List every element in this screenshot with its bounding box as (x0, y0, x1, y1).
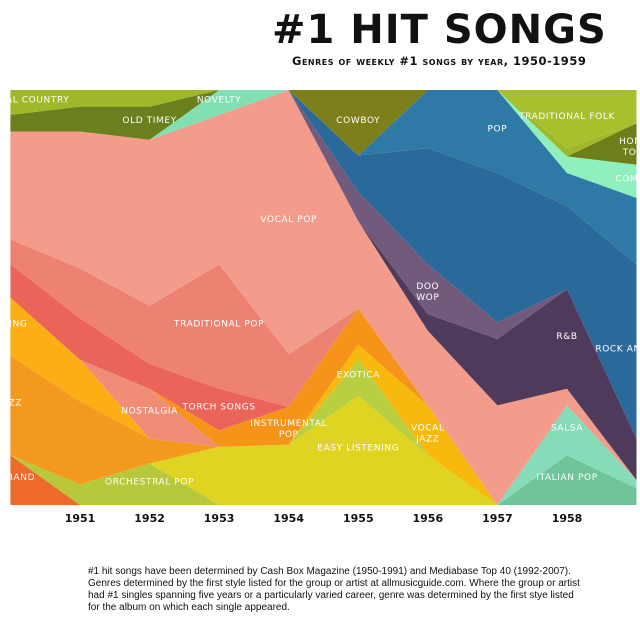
area-traditional-country (10, 90, 637, 157)
area-nostalgia (10, 297, 637, 505)
series-label: ITALIAN POP (536, 473, 598, 483)
chart-subtitle: Genres of weekly #1 songs by year, 1950-… (292, 54, 587, 68)
series-label: TORCH SONGS (182, 403, 256, 413)
area-old-timey (10, 90, 637, 157)
x-axis-ticks: 1951 1952 1953 1954 1955 1956 1957 1958 (65, 512, 583, 525)
series-label: OLD TIMEY (122, 116, 176, 126)
series-label: JAZZ (0, 398, 22, 408)
series-label: TRADITIONAL COUNTRY (0, 95, 69, 105)
series-label: ORCHESTRAL POP (105, 477, 194, 487)
series-label: HONKY (619, 137, 640, 147)
series-label: TRADITIONAL POP (173, 320, 264, 330)
series-label: WOP (416, 293, 439, 303)
area-italian-pop (10, 395, 637, 505)
area-big-band (10, 455, 637, 505)
series-label: ROCK AND ROLL (595, 344, 640, 354)
x-tick-label: 1956 (412, 512, 443, 525)
area-layers (10, 90, 637, 505)
x-tick-label: 1953 (204, 512, 235, 525)
series-label: NOVELTY (197, 95, 241, 105)
chart-title: #1 HIT SONGS (272, 7, 607, 53)
x-tick-label: 1952 (134, 512, 165, 525)
x-tick-label: 1957 (482, 512, 513, 525)
area-pop (10, 90, 637, 265)
area-cowboy (10, 90, 637, 157)
series-label: DOO (416, 282, 439, 292)
series-label: INSTRUMENTAL (250, 419, 327, 429)
series-label: R&B (556, 332, 577, 342)
footnote: #1 hit songs have been determined by Cas… (88, 566, 580, 613)
series-label: TRADITIONAL FOLK (518, 112, 615, 122)
series-label: NOSTALGIA (121, 407, 178, 417)
series-label: TONK (622, 148, 640, 158)
area-traditional-pop (10, 239, 637, 505)
series-label: VOCAL POP (260, 215, 317, 225)
stacked-area-chart: OLD TIMEY NOVELTY TRADITIONAL COUNTRY TRADI… (0, 90, 640, 525)
area-easy-listening (10, 395, 637, 505)
x-tick-label: 1958 (552, 512, 583, 525)
series-label: COWBOY (336, 116, 380, 126)
x-tick-label: 1955 (343, 512, 374, 525)
area-traditional-folk (10, 90, 637, 149)
series-label: EASY LISTENING (317, 443, 399, 453)
series-label: COMEDY (615, 174, 640, 184)
x-tick-label: 1951 (65, 512, 96, 525)
series-label: SALSA (551, 423, 583, 433)
series-label: JAZZ (415, 434, 439, 444)
area-vocal-pop (10, 90, 637, 505)
series-label: VOCAL (411, 423, 445, 433)
area-rock-and-roll (10, 90, 637, 439)
series-label: SWING (0, 320, 27, 330)
series-label: POP (279, 430, 299, 440)
series-label: EXOTICA (337, 371, 380, 381)
area-orchestral-pop (10, 455, 637, 505)
series-labels: OLD TIMEY NOVELTY TRADITIONAL COUNTRY TRADI… (0, 95, 640, 487)
series-label: POP (488, 125, 508, 135)
series-label: BIG BAND (0, 473, 35, 483)
area-r-b (10, 90, 637, 481)
x-tick-label: 1954 (273, 512, 304, 525)
